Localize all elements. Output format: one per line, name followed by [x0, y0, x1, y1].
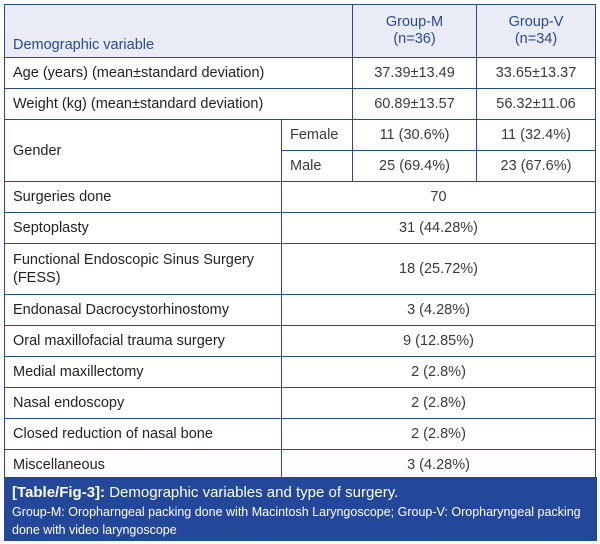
group-m-n: (n=36): [393, 31, 436, 47]
surgery-value: 18 (25.72%): [281, 243, 596, 295]
group-v-label: Group-V: [508, 14, 564, 30]
weight-group-m: 60.89±13.57: [352, 88, 477, 120]
caption-tag: [Table/Fig-3]:: [12, 484, 106, 501]
age-group-m: 37.39±13.49: [352, 57, 477, 89]
caption-note: Group-M: Oropharngeal packing done with …: [12, 505, 581, 537]
surgery-value: 2 (2.8%): [281, 418, 596, 450]
table-row-weight: Weight (kg) (mean±standard deviation) 60…: [4, 88, 596, 120]
table-caption: [Table/Fig-3]: Demographic variables and…: [4, 477, 597, 541]
demographics-table: Demographic variable Group-M (n=36) Grou…: [4, 4, 596, 481]
table-row-male: Male 25 (69.4%) 23 (67.6%): [5, 150, 596, 182]
surgery-value: 2 (2.8%): [281, 356, 596, 388]
surgery-value: 3 (4.28%): [281, 294, 596, 326]
header-variable: Demographic variable: [4, 4, 282, 58]
surgery-value: 31 (44.28%): [281, 212, 596, 244]
male-group-m: 25 (69.4%): [352, 150, 477, 182]
table-row: Functional Endoscopic Sinus Surgery (FES…: [4, 243, 596, 295]
header-blank: [281, 4, 353, 58]
table-row-age: Age (years) (mean±standard deviation) 37…: [4, 57, 596, 89]
table-row: Closed reduction of nasal bone 2 (2.8%): [4, 418, 596, 450]
male-label: Male: [281, 150, 353, 182]
surgery-value: 3 (4.28%): [281, 449, 596, 481]
table-row: Nasal endoscopy 2 (2.8%): [4, 387, 596, 419]
gender-label: Gender: [4, 119, 282, 182]
header-group-m: Group-M (n=36): [352, 4, 477, 58]
table-row-female: Gender Female 11 (30.6%) 11 (32.4%): [4, 119, 596, 182]
surgery-label: Septoplasty: [4, 212, 282, 244]
header-group-v: Group-V (n=34): [476, 4, 596, 58]
table-row: Septoplasty 31 (44.28%): [4, 212, 596, 244]
male-group-v: 23 (67.6%): [476, 150, 596, 182]
table-row: Miscellaneous 3 (4.28%): [4, 449, 596, 481]
age-label: Age (years) (mean±standard deviation): [4, 57, 353, 89]
caption-title: Demographic variables and type of surger…: [105, 484, 399, 501]
surgery-label: Oral maxillofacial trauma surgery: [4, 325, 282, 357]
group-v-n: (n=34): [514, 31, 558, 47]
weight-group-v: 56.32±11.06: [476, 88, 596, 120]
group-m-label: Group-M: [385, 14, 444, 30]
surgery-label: Medial maxillectomy: [4, 356, 282, 388]
female-group-v: 11 (32.4%): [476, 119, 596, 151]
surgery-label: Closed reduction of nasal bone: [4, 418, 282, 450]
surgery-label: Miscellaneous: [4, 449, 282, 481]
surgery-label: Functional Endoscopic Sinus Surgery (FES…: [4, 243, 282, 295]
table-row: Medial maxillectomy 2 (2.8%): [4, 356, 596, 388]
surgery-label: Nasal endoscopy: [4, 387, 282, 419]
table-row: Surgeries done 70: [4, 181, 596, 213]
surgery-label: Endonasal Dacrocystorhinostomy: [4, 294, 282, 326]
caption-title-line: [Table/Fig-3]: Demographic variables and…: [12, 483, 589, 503]
surgery-value: 9 (12.85%): [281, 325, 596, 357]
header-row: Demographic variable Group-M (n=36) Grou…: [4, 4, 596, 58]
female-group-m: 11 (30.6%): [352, 119, 477, 151]
weight-label: Weight (kg) (mean±standard deviation): [4, 88, 353, 120]
female-label: Female: [281, 119, 353, 151]
table-row: Endonasal Dacrocystorhinostomy 3 (4.28%): [4, 294, 596, 326]
age-group-v: 33.65±13.37: [476, 57, 596, 89]
surgery-value: 70: [281, 181, 596, 213]
surgery-label: Surgeries done: [4, 181, 282, 213]
surgery-value: 2 (2.8%): [281, 387, 596, 419]
table-row: Oral maxillofacial trauma surgery 9 (12.…: [4, 325, 596, 357]
